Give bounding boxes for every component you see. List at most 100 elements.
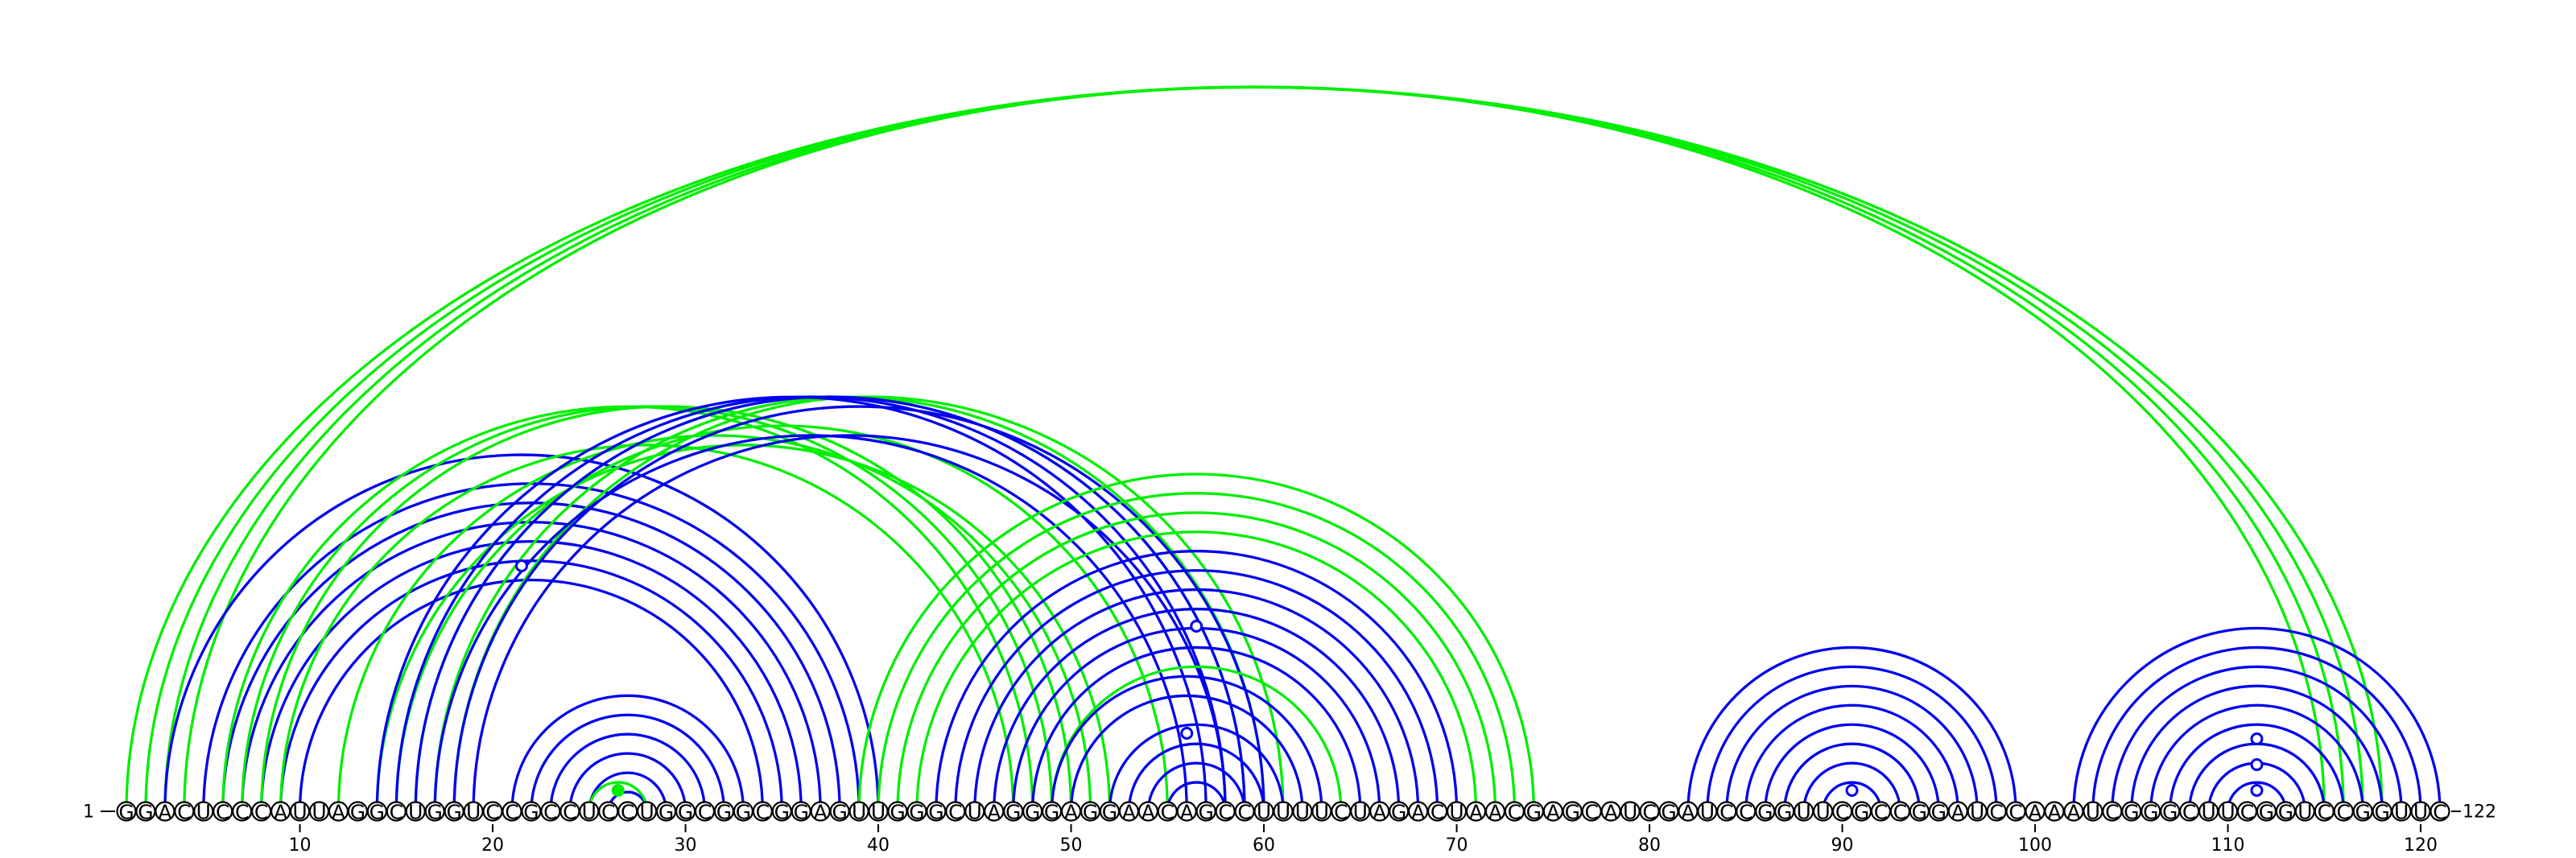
nucleotide-letter: C <box>1237 801 1251 824</box>
base-pair-arc <box>221 501 841 812</box>
base-pair-arc <box>857 472 1535 812</box>
base-pair-arc <box>568 752 687 812</box>
tick-label: 70 <box>1446 835 1468 856</box>
nucleotide: G <box>1041 801 1063 824</box>
tick-label: 90 <box>1831 835 1854 856</box>
nucleotide: G <box>771 801 792 824</box>
nucleotide: C <box>1426 801 1448 824</box>
nucleotide-letter: G <box>1912 801 1927 824</box>
nucleotide-letter: G <box>2278 801 2293 824</box>
nucleotide-letter: C <box>756 801 770 824</box>
nucleotide: A <box>2063 801 2084 824</box>
nucleotide: C <box>386 801 407 824</box>
nucleotide: C <box>2333 801 2354 824</box>
tick-label: 20 <box>481 835 504 856</box>
tick-label: 10 <box>289 835 312 856</box>
nucleotide: C <box>1870 801 1892 824</box>
nucleotide: A <box>270 801 291 824</box>
nucleotide-letter: G <box>1757 801 1773 824</box>
nucleotide-letter: U <box>1623 801 1637 824</box>
nucleotide: G <box>1928 801 1949 824</box>
base-pair-arc <box>993 607 1401 812</box>
base-pair-arc <box>279 559 783 812</box>
nucleotide: G <box>1755 801 1776 824</box>
nucleotide-letter: U <box>196 801 211 824</box>
nucleotide-letter: A <box>814 801 828 824</box>
nucleotide: C <box>752 801 773 824</box>
nucleotide-letter: U <box>1970 801 1984 824</box>
nucleotide-letter: U <box>2394 801 2409 824</box>
base-pair-arc <box>1031 646 1362 812</box>
nucleotide: U <box>1967 801 1988 824</box>
nucleotide: U <box>2198 801 2219 824</box>
nucleotide: U <box>2083 801 2103 824</box>
nucleotide: C <box>232 801 253 824</box>
base-pair-arc <box>298 578 764 812</box>
base-pair-arc <box>163 453 880 812</box>
base-pair-arc <box>1706 665 1998 812</box>
nucleotide: C <box>1215 801 1236 824</box>
nucleotide-letter: U <box>1315 801 1329 824</box>
nucleotide: U <box>579 801 600 824</box>
nucleotide: U <box>848 801 869 824</box>
nucleotide-letter: G <box>1565 801 1580 824</box>
nucleotide-letter: C <box>1584 801 1598 824</box>
nucleotide-letter: U <box>852 801 866 824</box>
nucleotide: C <box>945 801 966 824</box>
base-pair-arc <box>954 568 1439 812</box>
nucleotide-letter: C <box>621 801 634 824</box>
nucleotide-letter: C <box>2182 801 2196 824</box>
nucleotide: A <box>1408 801 1429 824</box>
nucleotide: C <box>540 801 561 824</box>
nucleotide: C <box>559 801 580 824</box>
arc-marker <box>514 559 528 572</box>
nucleotide-letter: G <box>928 801 943 824</box>
nucleotide: G <box>2275 801 2296 824</box>
nucleotide: A <box>1176 801 1197 824</box>
nucleotide-letter: G <box>909 801 924 824</box>
nucleotide: G <box>906 801 927 824</box>
arc-marker <box>1845 784 1859 797</box>
nucleotide-letter: C <box>1642 801 1656 824</box>
nucleotide-letter: G <box>1854 801 1869 824</box>
nucleotide-letter: U <box>1815 801 1830 824</box>
base-pair-arc <box>394 424 1169 812</box>
nucleotide: C <box>174 801 195 824</box>
nucleotide: C <box>2236 801 2258 824</box>
base-pair-arc <box>973 588 1420 812</box>
nucleotide-letter: A <box>1180 801 1194 824</box>
nucleotide-letter: C <box>1218 801 1232 824</box>
nucleotide: U <box>2217 801 2239 824</box>
nucleotide-letter: G <box>446 801 461 824</box>
tick-label: 80 <box>1638 835 1661 856</box>
nucleotide-letter: C <box>216 801 229 824</box>
tick-label: 120 <box>2404 835 2438 856</box>
arcs-layer <box>125 87 2442 812</box>
base-pair-arc <box>1050 674 1323 812</box>
nucleotide-letter: G <box>118 801 134 824</box>
base-pair-arc <box>2091 646 2422 812</box>
nucleotide: U <box>1311 801 1332 824</box>
base-pair-arc <box>877 492 1517 812</box>
nucleotide-letter: G <box>350 801 365 824</box>
nucleotide-letter: G <box>2374 801 2389 824</box>
nucleotide: A <box>1678 801 1699 824</box>
nucleotide-letter: U <box>582 801 597 824</box>
nucleotide: A <box>328 801 349 824</box>
base-pair-arc <box>935 550 1459 812</box>
nucleotide-letter: G <box>774 801 790 824</box>
nucleotide-letter: G <box>2124 801 2139 824</box>
base-pair-arc <box>2072 626 2442 812</box>
base-pair-arc <box>530 713 726 812</box>
nucleotide: G <box>675 801 696 824</box>
nucleotide: G <box>1022 801 1043 824</box>
nucleotide: C <box>1157 801 1178 824</box>
nucleotide-letter: A <box>1951 801 1965 824</box>
nucleotide: C <box>1581 801 1602 824</box>
nucleotide-letter: A <box>1411 801 1425 824</box>
nucleotide: C <box>1331 801 1352 824</box>
nucleotide: G <box>1909 801 1930 824</box>
nucleotide-letter: A <box>2047 801 2061 824</box>
base-pair-arc <box>549 732 707 812</box>
nucleotide-letter: A <box>987 801 1001 824</box>
